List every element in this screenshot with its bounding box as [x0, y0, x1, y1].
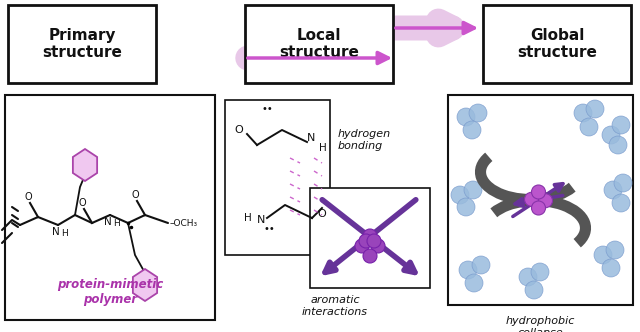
Bar — [225, 100, 330, 255]
Text: aromatic
interactions: aromatic interactions — [302, 295, 368, 317]
Circle shape — [538, 194, 552, 208]
Text: –OCH₃: –OCH₃ — [170, 218, 198, 227]
Circle shape — [574, 104, 592, 122]
Circle shape — [355, 239, 369, 253]
Text: protein-mimetic
polymer: protein-mimetic polymer — [57, 278, 163, 306]
Circle shape — [459, 261, 477, 279]
Circle shape — [614, 174, 632, 192]
Circle shape — [457, 108, 475, 126]
Circle shape — [464, 181, 482, 199]
Text: O: O — [234, 125, 243, 135]
Circle shape — [363, 229, 377, 243]
Circle shape — [367, 234, 381, 248]
Circle shape — [612, 116, 630, 134]
Circle shape — [465, 274, 483, 292]
Circle shape — [602, 126, 620, 144]
Circle shape — [469, 104, 487, 122]
Text: O: O — [317, 209, 326, 219]
Text: N: N — [104, 217, 112, 227]
Text: N: N — [257, 215, 266, 225]
Circle shape — [463, 121, 481, 139]
Text: O: O — [24, 192, 32, 202]
Text: H: H — [244, 213, 252, 223]
Text: H: H — [61, 229, 67, 238]
Text: Primary
structure: Primary structure — [42, 28, 122, 60]
Circle shape — [580, 118, 598, 136]
Bar — [448, 95, 633, 305]
Bar — [245, 5, 393, 83]
Text: ••: •• — [261, 104, 273, 114]
Text: Global
structure: Global structure — [517, 28, 597, 60]
Circle shape — [359, 234, 373, 248]
Text: O: O — [78, 198, 86, 208]
Circle shape — [525, 281, 543, 299]
Bar — [483, 5, 631, 83]
Text: O: O — [131, 190, 139, 200]
Circle shape — [525, 192, 538, 206]
Bar — [8, 5, 156, 83]
Text: hydrophobic
collapse: hydrophobic collapse — [506, 316, 575, 332]
Circle shape — [371, 239, 385, 253]
Circle shape — [363, 249, 377, 263]
Text: ••: •• — [263, 224, 275, 234]
Text: H: H — [319, 143, 327, 153]
Text: N: N — [307, 133, 316, 143]
Circle shape — [606, 241, 624, 259]
Bar — [5, 95, 215, 320]
Text: Local
structure: Local structure — [279, 28, 359, 60]
Circle shape — [609, 136, 627, 154]
Bar — [310, 188, 430, 288]
Text: N: N — [52, 227, 60, 237]
Circle shape — [531, 263, 549, 281]
Circle shape — [472, 256, 490, 274]
Text: H: H — [113, 219, 120, 228]
Text: hydrogen
bonding: hydrogen bonding — [338, 129, 391, 151]
Polygon shape — [133, 269, 157, 301]
Polygon shape — [73, 149, 97, 181]
Circle shape — [457, 198, 475, 216]
Circle shape — [531, 201, 545, 215]
Circle shape — [612, 194, 630, 212]
Circle shape — [594, 246, 612, 264]
Circle shape — [531, 185, 545, 199]
Circle shape — [519, 268, 537, 286]
Circle shape — [604, 181, 622, 199]
Circle shape — [602, 259, 620, 277]
Circle shape — [451, 186, 469, 204]
Circle shape — [586, 100, 604, 118]
